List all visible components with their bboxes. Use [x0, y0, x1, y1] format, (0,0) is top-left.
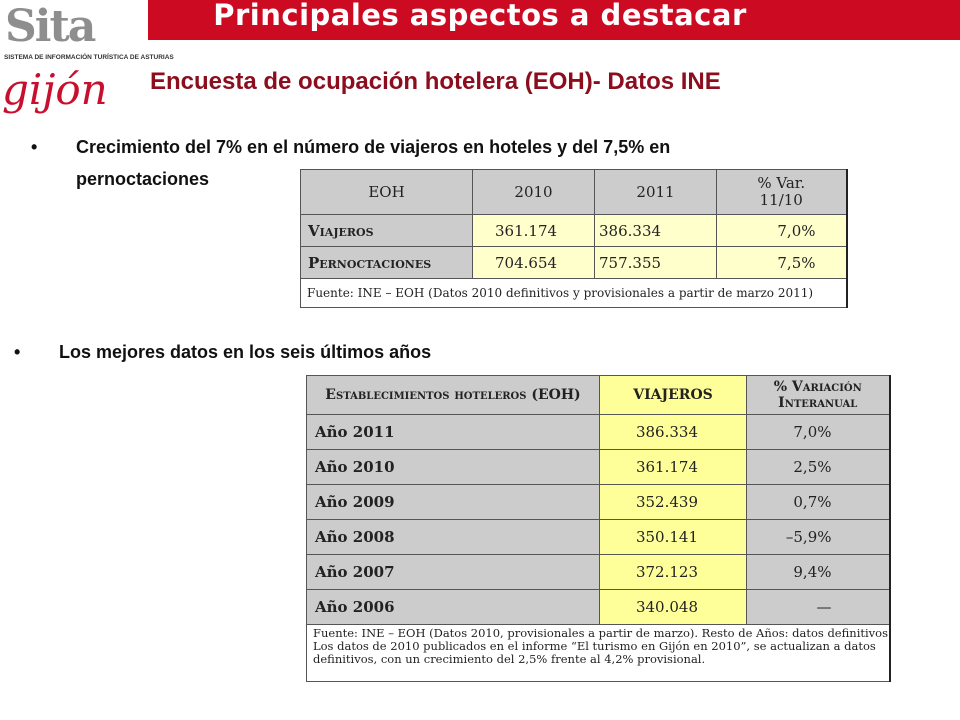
- bullet-text-line1: Crecimiento del 7% en el número de viaje…: [76, 137, 671, 157]
- cell-viajeros: 361.174: [599, 449, 747, 485]
- header-var: % Var. 11/10: [716, 169, 847, 215]
- row-year: Año 2010: [306, 449, 600, 485]
- cell-viajeros: 350.141: [599, 519, 747, 555]
- slide-subtitle: Encuesta de ocupación hotelera (EOH)- Da…: [150, 68, 721, 95]
- cell-var: 7,5%: [716, 246, 847, 279]
- table-row: Año 2007 372.123 9,4%: [306, 554, 890, 590]
- sita-logo-caption: SISTEMA DE INFORMACIÓN TURÍSTICA DE ASTU…: [4, 54, 174, 61]
- row-year: Año 2008: [306, 519, 600, 555]
- header-viajeros: VIAJEROS: [599, 375, 747, 415]
- header-bar: Principales aspectos a destacar: [0, 0, 960, 40]
- table-note-row: Fuente: INE – EOH (Datos 2010, provision…: [306, 624, 890, 682]
- row-year: Año 2006: [306, 589, 600, 625]
- row-year: Año 2009: [306, 484, 600, 520]
- bullet-text-line2: pernoctaciones: [76, 169, 210, 189]
- cell-2011: 386.334: [594, 214, 717, 247]
- row-year: Año 2007: [306, 554, 600, 590]
- table-source-row: Fuente: INE – EOH (Datos 2010 definitivo…: [300, 278, 847, 308]
- cell-viajeros: 352.439: [599, 484, 747, 520]
- row-year: Año 2011: [306, 414, 600, 450]
- note-line: definitivos, con un crecimiento del 2,5%…: [313, 652, 706, 666]
- table-row: Año 2006 340.048 —: [306, 589, 890, 625]
- table-header-row: EOH 2010 2011 % Var. 11/10: [300, 169, 847, 215]
- cell-2011: 757.355: [594, 246, 717, 279]
- sita-logo-text: Sita: [5, 1, 96, 52]
- cell-variacion: 0,7%: [746, 484, 890, 520]
- cell-variacion: –5,9%: [746, 519, 890, 555]
- row-label: Viajeros: [300, 214, 473, 247]
- cell-variacion: 9,4%: [746, 554, 890, 590]
- cell-viajeros: 386.334: [599, 414, 747, 450]
- table-row: Viajeros 361.174 386.334 7,0%: [300, 214, 847, 247]
- hotel-establishments-table: Establecimientos hoteleros (EOH) VIAJERO…: [306, 375, 891, 682]
- header-2011: 2011: [594, 169, 717, 215]
- header-establishments: Establecimientos hoteleros (EOH): [306, 375, 600, 415]
- header-var-line2: 11/10: [759, 191, 803, 209]
- table-header-row: Establecimientos hoteleros (EOH) VIAJERO…: [306, 375, 890, 415]
- cell-variacion: —: [746, 589, 890, 625]
- header-eoh: EOH: [300, 169, 473, 215]
- eoh-comparison-table: EOH 2010 2011 % Var. 11/10 Viajeros 361.…: [300, 169, 848, 308]
- table-row: Año 2011 386.334 7,0%: [306, 414, 890, 450]
- row-label: Pernoctaciones: [300, 246, 473, 279]
- table-row: Año 2009 352.439 0,7%: [306, 484, 890, 520]
- cell-2010: 361.174: [472, 214, 595, 247]
- table-row: Año 2010 361.174 2,5%: [306, 449, 890, 485]
- cell-variacion: 2,5%: [746, 449, 890, 485]
- table-row: Pernoctaciones 704.654 757.355 7,5%: [300, 246, 847, 279]
- logo: Sita SISTEMA DE INFORMACIÓN TURÍSTICA DE…: [0, 0, 174, 125]
- note-line: Los datos de 2010 publicados en el infor…: [313, 639, 876, 653]
- header-variacion: % Variación Interanual: [746, 375, 890, 415]
- note-line: Fuente: INE – EOH (Datos 2010, provision…: [313, 626, 888, 640]
- header-2010: 2010: [472, 169, 595, 215]
- table-row: Año 2008 350.141 –5,9%: [306, 519, 890, 555]
- header-variacion-line2: Interanual: [778, 395, 858, 411]
- table-note: Fuente: INE – EOH (Datos 2010, provision…: [306, 624, 890, 682]
- table-source: Fuente: INE – EOH (Datos 2010 definitivo…: [300, 278, 847, 308]
- cell-variacion: 7,0%: [746, 414, 890, 450]
- bullet-text: Los mejores datos en los seis últimos añ…: [59, 342, 432, 362]
- page-title: Principales aspectos a destacar: [213, 0, 747, 32]
- header-var-line1: % Var.: [757, 174, 806, 192]
- cell-var: 7,0%: [716, 214, 847, 247]
- bullet-icon: •: [31, 137, 38, 157]
- cell-2010: 704.654: [472, 246, 595, 279]
- cell-viajeros: 340.048: [599, 589, 747, 625]
- cell-viajeros: 372.123: [599, 554, 747, 590]
- header-variacion-line1: % Variación: [773, 379, 862, 395]
- bullet-icon: •: [14, 342, 21, 362]
- gijon-logo-text: gijón: [2, 65, 108, 114]
